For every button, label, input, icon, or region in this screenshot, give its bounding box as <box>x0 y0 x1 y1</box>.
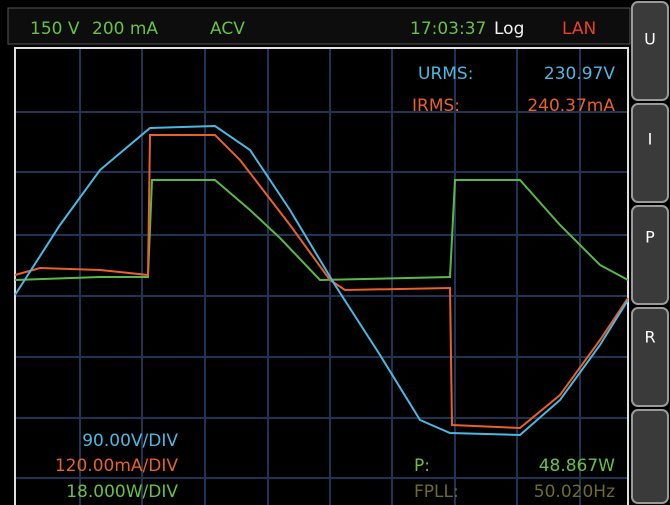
softkey-label: U <box>644 30 656 49</box>
urms-value: 230.97V <box>544 64 615 84</box>
current-scale: 120.00mA/DIV <box>55 456 179 476</box>
voltage-trace <box>14 124 629 437</box>
softkey[interactable] <box>631 103 669 203</box>
status-bar <box>7 7 631 45</box>
softkey[interactable] <box>631 1 669 101</box>
mode: ACV <box>210 19 245 39</box>
current-trace <box>14 134 629 430</box>
fpll-value: 50.020Hz <box>534 482 615 502</box>
p-value: 48.867W <box>539 456 615 476</box>
softkey-label: R <box>644 328 655 347</box>
fpll-label: FPLL: <box>414 482 459 502</box>
softkey[interactable] <box>631 409 669 504</box>
voltage-scale: 90.00V/DIV <box>82 431 178 451</box>
softkey[interactable] <box>631 307 669 407</box>
current-range: 200 mA <box>92 19 158 39</box>
grid <box>15 48 628 505</box>
power-scale: 18.000W/DIV <box>66 482 178 502</box>
softkeys: U I P R <box>631 1 669 504</box>
p-label: P: <box>414 456 430 476</box>
softkey-label: P <box>645 228 655 247</box>
lan-indicator: LAN <box>562 19 596 39</box>
irms-label: IRMS: <box>412 96 460 116</box>
clock: 17:03:37 <box>410 19 486 39</box>
softkey-label: I <box>648 130 653 149</box>
irms-value: 240.37mA <box>527 96 615 116</box>
log-indicator: Log <box>494 19 524 39</box>
plot-border <box>14 47 629 505</box>
voltage-range: 150 V <box>30 19 80 39</box>
urms-label: URMS: <box>418 64 473 84</box>
softkey[interactable] <box>631 205 669 305</box>
